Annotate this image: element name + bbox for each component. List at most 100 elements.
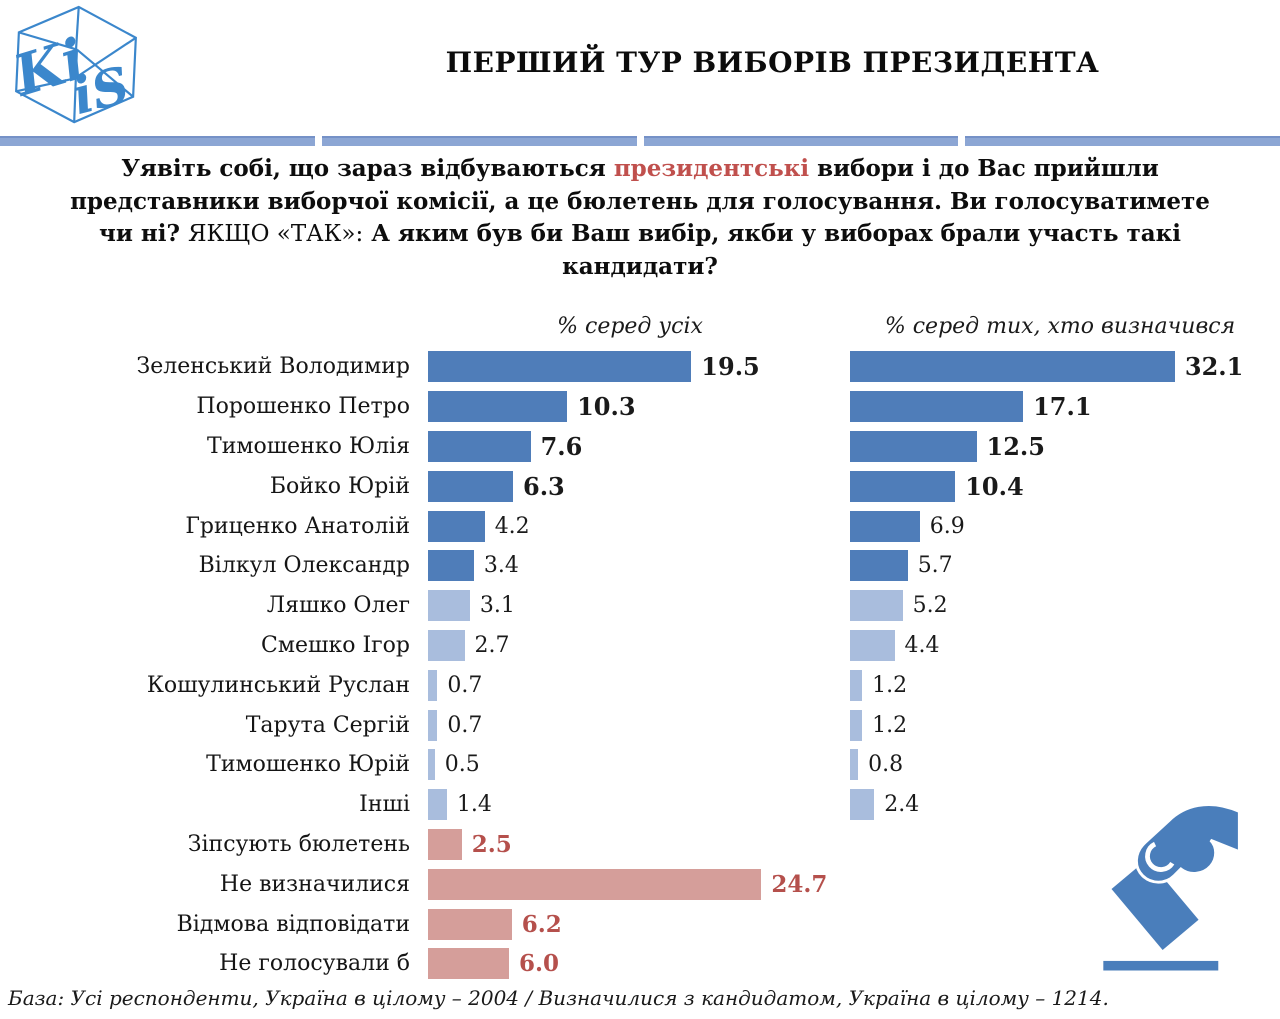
bar xyxy=(850,629,895,661)
bar-value: 6.3 xyxy=(523,471,565,501)
row-label: Кошулинський Руслан xyxy=(146,672,410,698)
chart-row: Кошулинський Руслан 0.7 1.2 xyxy=(0,665,1280,705)
bar xyxy=(428,868,762,900)
row-label: Відмова відповідати xyxy=(176,911,410,937)
divider xyxy=(0,136,1280,146)
bar-value: 2.4 xyxy=(884,792,920,818)
left-bar-cell: 24.7 xyxy=(410,864,832,904)
chart-row: Зіпсують бюлетень 2.5 xyxy=(0,825,1280,865)
question-text: Уявіть собі, що зараз відбуваються прези… xyxy=(52,153,1228,284)
bar-value: 0.5 xyxy=(444,752,480,778)
right-bar-cell: 1.2 xyxy=(832,665,1280,705)
page-title: ПЕРШИЙ ТУР ВИБОРІВ ПРЕЗИДЕНТА xyxy=(445,46,1100,79)
ballot-slot xyxy=(1103,960,1219,971)
bar-value: 10.4 xyxy=(965,471,1024,501)
left-bar-cell: 10.3 xyxy=(410,387,832,427)
chart-row: Порошенко Петро 10.3 17.1 xyxy=(0,387,1280,427)
divider-segment xyxy=(643,136,959,146)
left-bar-cell: 4.2 xyxy=(410,506,832,546)
row-label: Тарута Сергій xyxy=(245,712,410,738)
bar-value: 0.7 xyxy=(447,712,483,738)
chart-row: Зеленський Володимир 19.5 32.1 xyxy=(0,347,1280,387)
bar xyxy=(428,430,531,462)
bar-value: 2.7 xyxy=(474,632,510,658)
bar xyxy=(428,470,513,502)
left-bar-cell: 0.5 xyxy=(410,745,832,785)
left-bar-cell: 2.7 xyxy=(410,626,832,666)
bar-value: 5.7 xyxy=(917,553,953,579)
row-label: Зеленський Володимир xyxy=(136,354,410,380)
chart-row: Не визначилися 24.7 xyxy=(0,864,1280,904)
row-label: Вілкул Олександр xyxy=(198,553,410,579)
divider-segment xyxy=(321,136,637,146)
bar-chart: Зеленський Володимир 19.5 32.1 Порошенко Пе… xyxy=(0,347,1280,984)
bar xyxy=(428,550,474,582)
question-part: А яким був би Ваш вибір, якби у виборах … xyxy=(363,220,1181,280)
bar xyxy=(428,590,470,622)
cube-wireframe xyxy=(15,5,137,124)
bar xyxy=(850,669,863,701)
bar-value: 12.5 xyxy=(986,431,1045,461)
right-chart-title: % серед тих, хто визначився xyxy=(884,314,1236,339)
left-bar-cell: 0.7 xyxy=(410,705,832,745)
bar-value: 1.4 xyxy=(456,792,492,818)
bar-value: 4.2 xyxy=(494,513,530,539)
ballot-box-icon xyxy=(1103,803,1240,971)
right-bar-cell: 10.4 xyxy=(832,466,1280,506)
bar-value: 3.1 xyxy=(479,593,515,619)
bar-value: 1.2 xyxy=(872,712,908,738)
bar-value: 24.7 xyxy=(771,870,828,898)
chart-row: Інші 1.4 2.4 xyxy=(0,785,1280,825)
right-bar-cell: 1.2 xyxy=(832,705,1280,745)
bar xyxy=(428,908,512,940)
bar xyxy=(428,629,465,661)
bar xyxy=(428,789,447,821)
bar-value: 0.7 xyxy=(447,672,483,698)
left-chart-title: % серед усіх xyxy=(557,314,703,339)
thumb-outline xyxy=(1145,841,1175,872)
row-label: Смешко Ігор xyxy=(261,632,410,658)
row-label: Тимошенко Юлія xyxy=(207,433,410,459)
bar xyxy=(850,749,859,781)
bar xyxy=(850,470,956,502)
row-label: Тимошенко Юрій xyxy=(206,752,410,778)
right-bar-cell: 32.1 xyxy=(832,347,1280,387)
question-part: вибори і до Вас прийшли представники виб… xyxy=(70,155,1210,248)
row-label: Інші xyxy=(359,792,410,818)
chart-row: Тимошенко Юлія 7.6 12.5 xyxy=(0,427,1280,467)
left-bar-cell: 3.4 xyxy=(410,546,832,586)
left-bar-cell: 6.3 xyxy=(410,466,832,506)
kiis-logo: Ki iS xyxy=(8,5,137,126)
right-bar-cell: 5.2 xyxy=(832,586,1280,626)
base-note: База: Усі респонденти, Україна в цілому … xyxy=(8,986,1109,1010)
bar xyxy=(428,669,438,701)
row-label: Ляшко Олег xyxy=(266,593,410,619)
bar xyxy=(428,391,568,423)
right-bar-cell: 0.8 xyxy=(832,745,1280,785)
bar-value: 1.2 xyxy=(872,672,908,698)
bar-value: 6.0 xyxy=(519,950,560,978)
left-bar-cell: 2.5 xyxy=(410,825,832,865)
bar xyxy=(850,391,1024,423)
right-bar-cell: 5.7 xyxy=(832,546,1280,586)
bar-value: 5.2 xyxy=(912,593,948,619)
chart-row: Не голосували б 6.0 xyxy=(0,944,1280,984)
left-bar-cell: 19.5 xyxy=(410,347,832,387)
bar-value: 0.8 xyxy=(868,752,904,778)
question-highlight: президентські xyxy=(613,155,810,182)
bar-value: 7.6 xyxy=(540,431,583,461)
question-part: Уявіть собі, що зараз відбуваються xyxy=(121,155,614,182)
left-bar-cell: 6.2 xyxy=(410,904,832,944)
row-label: Порошенко Петро xyxy=(196,394,410,420)
right-bar-cell: 2.4 xyxy=(832,785,1280,825)
row-label: Не визначилися xyxy=(219,871,410,897)
bar-value: 3.4 xyxy=(483,553,519,579)
logo-text-is: iS xyxy=(66,54,135,126)
bar-value: 6.9 xyxy=(929,513,965,539)
bar-value: 32.1 xyxy=(1184,352,1244,382)
chart-row: Смешко Ігор 2.7 4.4 xyxy=(0,626,1280,666)
row-label: Не голосували б xyxy=(219,951,410,977)
chart-row: Гриценко Анатолій 4.2 6.9 xyxy=(0,506,1280,546)
hand xyxy=(1135,803,1240,884)
